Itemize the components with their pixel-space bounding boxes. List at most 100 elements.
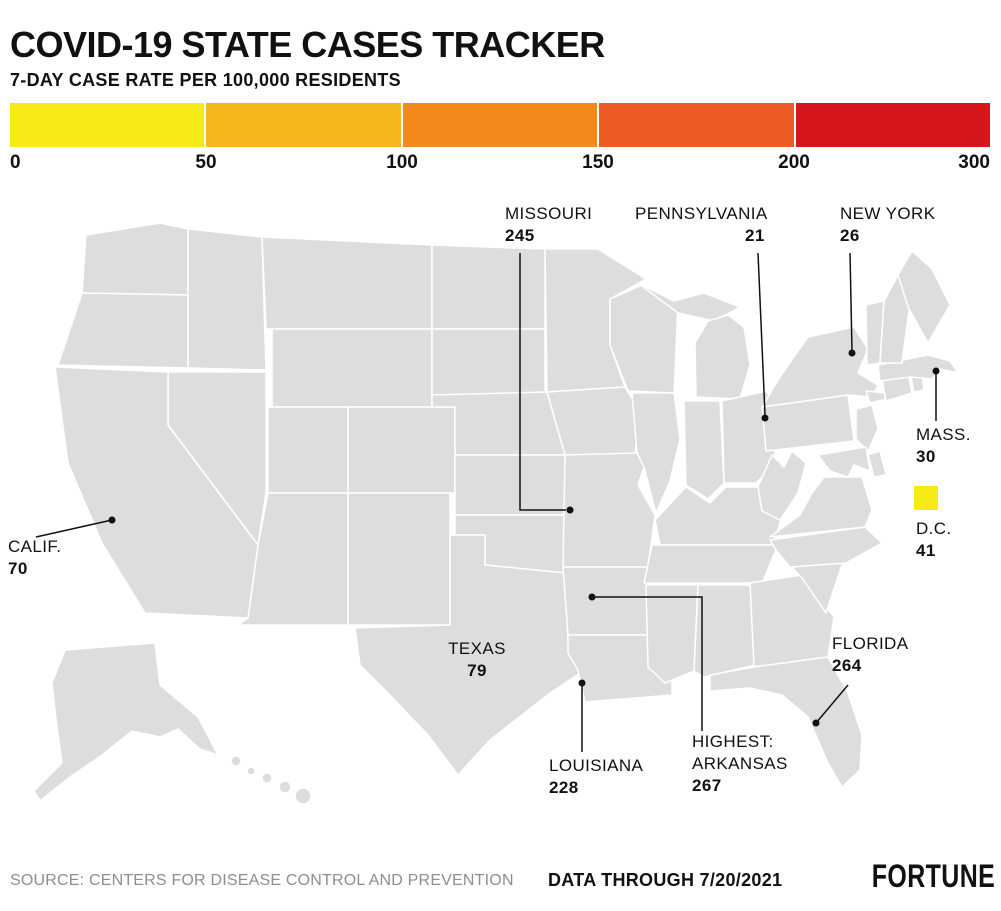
callout-calif-name: CALIF.: [8, 537, 62, 556]
scale-tick-50: 50: [195, 152, 217, 173]
page-title: COVID-19 STATE CASES TRACKER: [10, 24, 605, 65]
state-texas: [354, 534, 581, 776]
state-washington: [81, 222, 189, 296]
callout-pennsylvania-value: 21: [745, 226, 765, 245]
state-new-mexico: [347, 492, 451, 626]
data-through-date: DATA THROUGH 7/20/2021: [548, 870, 783, 890]
legend-segment-100-150: [402, 103, 600, 147]
legend-segment-50-100: [206, 103, 403, 147]
callout-pennsylvania-name: PENNSYLVANIA: [635, 204, 768, 223]
callout-missouri: MISSOURI 245: [505, 203, 592, 247]
state-south-dakota: [431, 328, 546, 396]
callout-louisiana-value: 228: [549, 778, 579, 797]
scale-tick-100: 100: [386, 152, 418, 173]
scale-tick-300: 300: [958, 152, 990, 173]
state-missouri: [562, 452, 656, 568]
state-oregon: [57, 292, 189, 369]
state-kansas: [454, 454, 566, 516]
callout-dc-value: 41: [916, 541, 936, 560]
state-hawaii: [294, 787, 312, 805]
leader-florida: [815, 684, 849, 724]
callout-arkansas-name: ARKANSAS: [692, 754, 788, 773]
callout-texas-value: 79: [467, 661, 487, 680]
state-florida: [709, 656, 863, 788]
legend-segment-0-50: [10, 103, 207, 147]
state-arkansas: [562, 566, 651, 636]
callout-new-york-name: NEW YORK: [840, 204, 936, 223]
legend-segment-200-300: [795, 103, 991, 147]
state-montana: [261, 236, 433, 330]
callout-texas: TEXAS 79: [427, 638, 527, 682]
callout-new-york: NEW YORK 26: [840, 203, 935, 247]
callout-florida-name: FLORIDA: [832, 634, 909, 653]
state-alaska: [33, 642, 219, 802]
state-illinois: [631, 392, 681, 514]
leader-missouri: [519, 253, 566, 511]
dot-new-york: [848, 349, 856, 357]
state-hawaii: [230, 755, 242, 767]
color-scale-ticks: 0 50 100 150 200 300: [10, 152, 990, 176]
scale-tick-150: 150: [582, 152, 614, 173]
states-layer: [33, 222, 959, 805]
callout-texas-name: TEXAS: [448, 639, 506, 658]
state-mississippi: [645, 584, 699, 684]
callout-arkansas-highest: HIGHEST: ARKANSAS 267: [692, 731, 788, 797]
callout-missouri-value: 245: [505, 226, 535, 245]
callout-arkansas-prefix: HIGHEST:: [692, 732, 774, 751]
state-utah: [267, 406, 349, 494]
state-colorado: [347, 406, 456, 494]
dot-mass: [932, 367, 940, 375]
dc-color-swatch: [914, 486, 938, 510]
leader-lines: [35, 252, 937, 752]
state-california: [54, 366, 259, 619]
state-new-york: [761, 326, 879, 408]
state-north-dakota: [431, 244, 546, 330]
state-hawaii: [261, 772, 273, 784]
callout-dc-name: D.C.: [916, 519, 952, 538]
state-hawaii: [246, 766, 256, 776]
state-maryland: [817, 446, 871, 478]
scale-tick-0: 0: [10, 152, 21, 173]
leader-new-york: [849, 252, 853, 352]
dot-pennsylvania: [761, 414, 769, 422]
state-hawaii: [278, 780, 292, 794]
callout-arkansas-value: 267: [692, 776, 722, 795]
callout-louisiana-name: LOUISIANA: [549, 756, 644, 775]
callout-calif-value: 70: [8, 559, 28, 578]
callout-dc: D.C. 41: [916, 518, 952, 562]
fortune-logo: FORTUNE: [871, 858, 995, 894]
state-west-virginia: [757, 450, 807, 521]
state-wyoming: [271, 328, 433, 408]
callout-louisiana: LOUISIANA 228: [549, 755, 643, 799]
callout-mass: MASS. 30: [916, 424, 971, 468]
dot-louisiana: [578, 679, 586, 687]
leader-arkansas: [592, 596, 703, 731]
leader-calif: [35, 519, 113, 538]
callout-mass-value: 30: [916, 447, 936, 466]
state-idaho: [187, 228, 267, 371]
dot-missouri: [566, 506, 574, 514]
state-georgia: [749, 574, 835, 668]
dot-calif: [108, 516, 116, 524]
page-subtitle: 7-DAY CASE RATE PER 100,000 RESIDENTS: [10, 70, 401, 90]
callout-mass-name: MASS.: [916, 425, 971, 444]
state-delaware: [867, 450, 887, 478]
state-michigan: [694, 314, 751, 400]
source-credit: SOURCE: CENTERS FOR DISEASE CONTROL AND …: [10, 872, 514, 889]
callout-calif: CALIF. 70: [8, 536, 61, 580]
callout-new-york-value: 26: [840, 226, 860, 245]
callout-florida-value: 264: [832, 656, 862, 675]
legend-segment-150-200: [599, 103, 796, 147]
scale-tick-200: 200: [778, 152, 810, 173]
state-tennessee: [643, 544, 779, 584]
state-alabama: [693, 584, 756, 678]
color-scale-bar: [10, 103, 991, 147]
state-michigan-upper-peninsula: [637, 282, 741, 322]
state-new-jersey: [855, 404, 879, 452]
dot-florida: [812, 719, 820, 727]
state-new-hampshire: [879, 274, 911, 364]
dot-arkansas: [588, 593, 596, 601]
callout-pennsylvania: PENNSYLVANIA 21: [635, 203, 768, 247]
state-indiana: [683, 400, 725, 500]
